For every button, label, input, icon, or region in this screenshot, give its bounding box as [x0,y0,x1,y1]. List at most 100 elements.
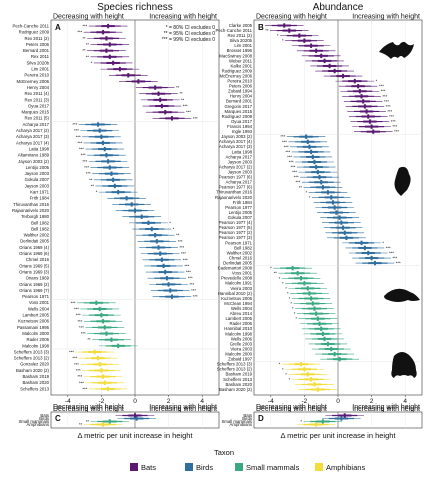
point-estimate [102,319,105,324]
point-estimate [365,109,368,114]
point-estimate [95,300,98,306]
significance-legend-entry: *** = 99% CI excludes 0 [162,37,215,43]
study-row: Vieira 2003 * [230,286,328,291]
x-tick-label: 2 [167,398,171,405]
study-row: Passamani 1995 *** [17,325,125,330]
study-label: Derlindati 2005 [20,239,50,244]
study-label: Chmel 2016 [26,257,50,262]
point-estimate [330,346,333,352]
significance-marker: *** [81,331,86,336]
point-estimate [103,325,106,330]
study-label: Basham 2019 [225,372,252,377]
study-row: Pereira 2010 * [227,79,377,84]
study-label: Prevedello 2008 [221,276,253,281]
significance-marker: * [285,286,287,291]
study-label: Orians 1969 (6) [19,251,49,256]
significance-marker: *** [74,306,79,311]
point-estimate [338,356,341,362]
study-row: Orians 1969 (3) *** [19,269,191,274]
study-label: Rex 2011 (3) [24,97,49,102]
study-label: Bell 1982 [31,220,50,225]
significance-marker: * [290,301,292,306]
x-tick-label: 4 [403,398,407,405]
point-estimate [306,139,309,144]
study-label: Rex 2011 (4) [24,91,49,96]
study-label: Bats [40,413,49,418]
study-label: Hannibal 2010 [224,326,252,331]
study-label: Silva 2020b [230,38,253,43]
study-row: Malcolm 1998 [225,331,343,336]
significance-marker: *** [292,170,297,175]
point-estimate [306,372,309,377]
study-label: Acharya 2017 [225,154,252,159]
study-row: Lim 2001 [234,43,331,48]
point-estimate [100,134,103,139]
study-label: Small mammals [221,419,252,424]
study-label: Pearson 1977 (2) [219,230,253,235]
point-estimate [164,269,167,275]
study-label: Gokula 2007 [25,177,50,182]
significance-marker: * [285,372,287,377]
point-estimate [157,245,160,250]
study-row: Basham 2020 *** [22,380,125,385]
bird-silhouette-icon [394,166,411,196]
point-estimate [105,331,108,336]
point-estimate [110,171,113,176]
study-row: Orians 1969 (7) *** [19,288,196,293]
significance-marker: * [96,190,98,195]
study-label: Latta 1998 [232,149,253,154]
significance-marker: * [294,311,296,316]
study-row: Rajaonarivelo 2020 [12,208,155,213]
point-estimate [340,416,343,421]
point-estimate [117,189,120,195]
significance-marker: *** [86,171,91,176]
study-row: Marques 2015 *** [22,110,192,115]
point-estimate [311,154,314,160]
point-estimate [311,301,314,306]
point-estimate [315,311,318,316]
significance-marker: *** [183,257,188,262]
study-label: Acharya 2017 (4) [219,139,253,144]
study-label: Walther 2002 [24,233,50,238]
study-label: Weber 2011 [229,58,253,63]
x-tick-label: -4 [65,398,71,405]
study-row: Acharya 2017 (2) *** [219,164,336,170]
study-row: Latta 1998 *** [232,149,331,154]
significance-marker: * [295,316,297,321]
legend-swatch [185,463,193,471]
point-estimate [357,83,360,89]
x-tick-label: 0 [133,398,137,405]
study-row: Abreu 2014 * [230,311,336,316]
study-row: Jayson 2003 *** [228,170,338,175]
significance-marker: *** [79,380,84,385]
legend-swatch [130,463,138,471]
study-label: Rader 2006 [230,321,253,326]
study-label: Jayson 2003 [25,171,50,176]
significance-marker: *** [183,104,188,109]
point-estimate [310,377,313,382]
significance-marker: *** [287,154,292,159]
study-label: Derlindati 2005 [223,261,253,266]
study-label: Amphibians [230,422,252,427]
significance-marker: ** [86,419,90,424]
study-label: Zubaid 1994 [228,89,253,94]
study-row: Walther 2002 *** [227,250,395,255]
point-estimate [98,306,101,312]
study-label: Acharya 2017 (3) [219,144,253,149]
significance-marker: *** [79,147,84,152]
study-label: Basham 2020 [225,382,252,387]
point-estimate [107,386,110,392]
study-row: Voss 2001 ** [232,271,317,276]
study-label: Rodriguez 2009 [222,68,253,73]
x-axis-label-left: Δ metric per unit increase in height [77,431,193,440]
study-label: Scheffers 2013 (2) [14,356,50,361]
significance-marker: *** [282,139,287,144]
study-label: Latta 1998 [29,146,50,151]
study-label: Orians 1969 (2) [19,282,49,287]
study-row: Pearson 1977 (6) ** [219,185,343,190]
significance-marker: *** [178,239,183,244]
study-row: Pech-Canche 2011 ** [216,28,309,33]
study-row: Thiruvanthan 2016 * [216,190,348,195]
study-label: Brosset 1996 [227,48,253,53]
study-label: Birds [242,416,252,421]
